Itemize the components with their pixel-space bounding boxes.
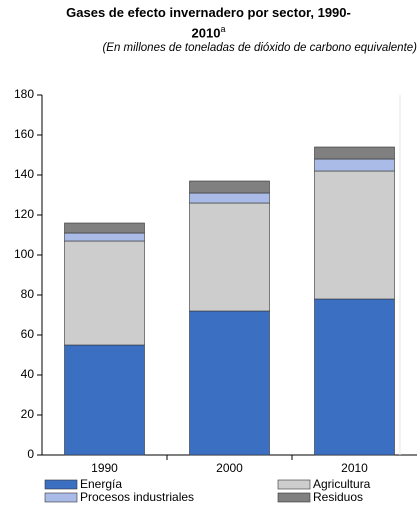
bar-segment xyxy=(64,344,145,456)
bar-segment xyxy=(189,192,270,204)
bar-segment xyxy=(189,202,270,312)
chart-subtitle: (En millones de toneladas de dióxido de … xyxy=(102,42,417,54)
y-tick-label: 80 xyxy=(21,287,35,301)
bar-segment xyxy=(314,146,395,160)
y-tick-label: 40 xyxy=(21,367,35,381)
y-tick-label: 20 xyxy=(21,407,35,421)
legend-swatch xyxy=(277,479,311,490)
title-box: Gases de efecto invernadero por sector, … xyxy=(0,4,417,41)
bar-segment xyxy=(64,240,145,346)
bar-segment xyxy=(189,310,270,456)
title-line: Gases de efecto invernadero por sector, … xyxy=(66,4,351,41)
legend-label: Residuos xyxy=(313,490,363,504)
bar-segment xyxy=(314,298,395,456)
bar-segment xyxy=(189,180,270,194)
y-tick-label: 160 xyxy=(14,127,34,141)
y-tick-label: 140 xyxy=(14,167,34,181)
bar-segment xyxy=(314,170,395,300)
y-tick-label: 0 xyxy=(27,447,34,461)
y-tick-label: 100 xyxy=(14,247,34,261)
legend-swatch xyxy=(44,492,78,503)
y-tick-label: 180 xyxy=(14,87,34,101)
legend-label: Procesos industriales xyxy=(80,490,194,504)
x-tick-label: 2000 xyxy=(216,461,243,475)
x-tick-label: 1990 xyxy=(91,461,118,475)
title-note: a xyxy=(220,24,226,34)
y-tick-label: 120 xyxy=(14,207,34,221)
chart-title: Gases de efecto invernadero por sector, … xyxy=(66,5,351,41)
legend-label: Energía xyxy=(80,477,122,491)
legend-label: Agricultura xyxy=(313,477,371,491)
y-tick-label: 60 xyxy=(21,327,35,341)
legend-swatch xyxy=(277,492,311,503)
bar-segment xyxy=(64,232,145,242)
legend-swatch xyxy=(44,479,78,490)
bar-segment xyxy=(64,222,145,234)
bar-segment xyxy=(314,158,395,172)
x-tick-label: 2010 xyxy=(341,461,368,475)
